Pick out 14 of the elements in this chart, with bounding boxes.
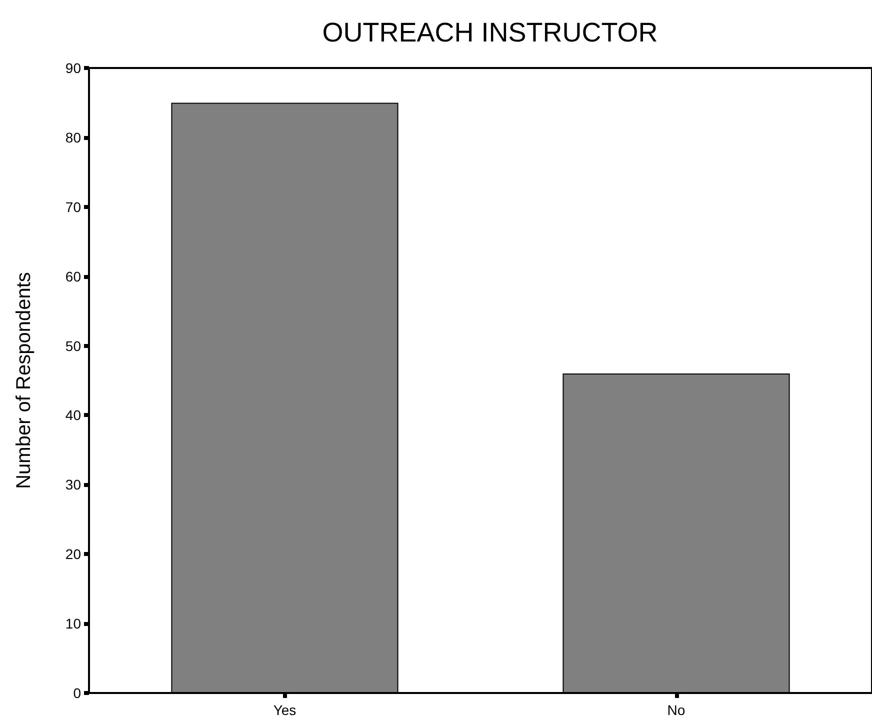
y-tick-label: 0 — [73, 685, 82, 701]
x-tick-label: No — [667, 702, 686, 718]
y-tick-label: 30 — [65, 476, 82, 493]
y-tick-label: 80 — [65, 129, 82, 146]
y-axis-title: Number of Respondents — [13, 272, 35, 489]
y-tick-label: 70 — [65, 198, 82, 215]
y-tick-label: 10 — [65, 616, 82, 632]
y-tick-label: 20 — [65, 546, 82, 562]
y-tick-label: 40 — [65, 407, 82, 424]
chart-title: OUTREACH INSTRUCTOR — [322, 18, 658, 48]
y-tick-label: 60 — [65, 268, 82, 284]
y-tick-label: 50 — [65, 338, 82, 354]
y-tick-label: 90 — [65, 60, 82, 76]
x-tick-label: Yes — [273, 702, 296, 718]
